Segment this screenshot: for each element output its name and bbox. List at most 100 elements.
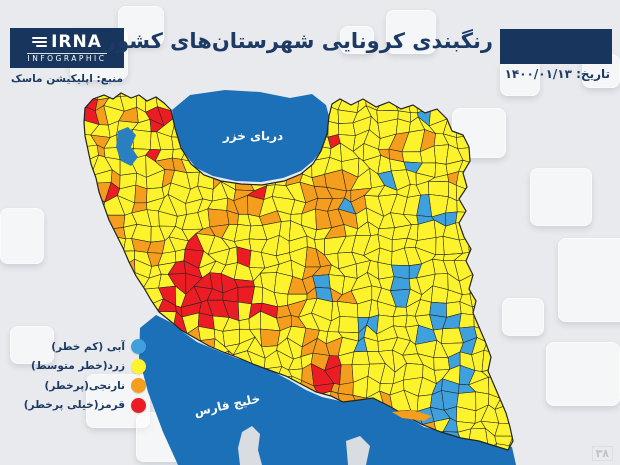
county-cell — [69, 417, 83, 432]
county-cell — [84, 213, 88, 230]
background-tile — [386, 10, 436, 54]
county-cell — [496, 312, 513, 327]
county-cell — [524, 181, 541, 202]
county-cell — [525, 446, 541, 457]
county-cell — [494, 207, 513, 228]
county-cell — [485, 221, 500, 243]
county-cell — [508, 168, 513, 191]
county-cell — [520, 344, 542, 356]
county-cell — [480, 263, 501, 279]
county-cell — [472, 207, 490, 226]
county-cell — [84, 237, 100, 256]
county-cell — [142, 442, 163, 450]
county-cell — [133, 460, 147, 465]
county-cell — [428, 180, 450, 198]
county-cell — [455, 116, 478, 138]
county-cell — [523, 83, 542, 98]
county-cell — [222, 328, 240, 347]
county-cell — [527, 457, 540, 465]
county-cell — [458, 313, 475, 329]
county-cell — [142, 432, 163, 448]
county-cell — [132, 428, 146, 450]
county-cell — [354, 93, 371, 97]
county-cell — [511, 223, 513, 243]
county-cell — [286, 93, 301, 99]
county-cell — [51, 276, 68, 295]
background-tile — [10, 326, 54, 364]
county-cell — [527, 234, 540, 248]
county-cell — [500, 157, 511, 169]
irna-logo: IRNA INFOGRAPHIC — [10, 28, 124, 68]
qatar-peninsula-shape — [238, 426, 262, 465]
county-cell — [69, 148, 82, 164]
county-cell — [102, 448, 126, 450]
county-cell — [53, 443, 73, 461]
county-cell — [91, 417, 108, 436]
county-cell — [84, 185, 86, 197]
county-cell — [474, 130, 490, 148]
county-cell — [84, 193, 88, 216]
county-cell — [482, 311, 503, 332]
county-cell — [103, 235, 126, 252]
background-tile — [546, 342, 620, 406]
county-cell — [455, 93, 475, 110]
county-cell — [109, 298, 118, 313]
county-cell — [364, 93, 385, 99]
county-cell — [507, 93, 513, 111]
county-cell — [467, 220, 491, 239]
county-cell — [485, 274, 504, 293]
county-cell — [509, 376, 513, 398]
county-cell — [520, 274, 542, 289]
county-cell — [124, 428, 137, 450]
county-cell — [84, 431, 93, 450]
county-cell — [117, 303, 134, 318]
county-cell — [53, 431, 73, 451]
county-cell — [339, 364, 354, 385]
county-cell — [472, 260, 487, 276]
county-cell — [525, 287, 542, 307]
county-cell — [91, 298, 112, 313]
county-cell — [120, 416, 133, 435]
county-cell — [51, 299, 73, 312]
legend-item-label: قرمز(خیلی پرخطر) — [23, 399, 125, 412]
county-cell — [59, 190, 72, 204]
county-cell — [500, 376, 512, 399]
county-cell — [520, 317, 538, 328]
county-cell — [124, 448, 137, 450]
county-cell — [507, 311, 513, 326]
county-cell — [506, 288, 513, 308]
brand-subtitle: INFOGRAPHIC — [27, 52, 107, 63]
county-cell — [65, 227, 83, 242]
county-cell — [132, 129, 152, 150]
county-cell — [485, 168, 504, 185]
county-cell — [525, 403, 535, 422]
county-cell — [133, 288, 145, 308]
county-cell — [508, 186, 513, 202]
county-cell — [482, 300, 503, 317]
county-cell — [390, 93, 412, 96]
county-cell — [51, 262, 71, 280]
county-cell — [69, 134, 80, 151]
county-cell — [494, 422, 513, 437]
county-cell — [65, 119, 82, 136]
county-cell — [52, 145, 73, 164]
county-cell — [154, 93, 178, 99]
county-cell — [497, 130, 507, 147]
county-cell — [497, 241, 513, 250]
county-cell — [520, 397, 534, 408]
county-cell — [103, 250, 124, 268]
county-cell — [85, 454, 99, 465]
county-cell — [103, 433, 126, 450]
date-label: تاریخ: ۱۴۰۰/۰۱/۱۳ — [504, 67, 610, 81]
background-tile — [0, 208, 44, 264]
county-cell — [84, 174, 86, 191]
county-cell — [118, 459, 137, 465]
county-cell — [84, 286, 87, 306]
background-tile — [558, 238, 620, 322]
county-cell — [494, 93, 513, 98]
county-cell — [59, 175, 71, 190]
county-cell — [510, 393, 513, 403]
county-cell — [494, 183, 510, 204]
county-cell — [93, 262, 108, 281]
